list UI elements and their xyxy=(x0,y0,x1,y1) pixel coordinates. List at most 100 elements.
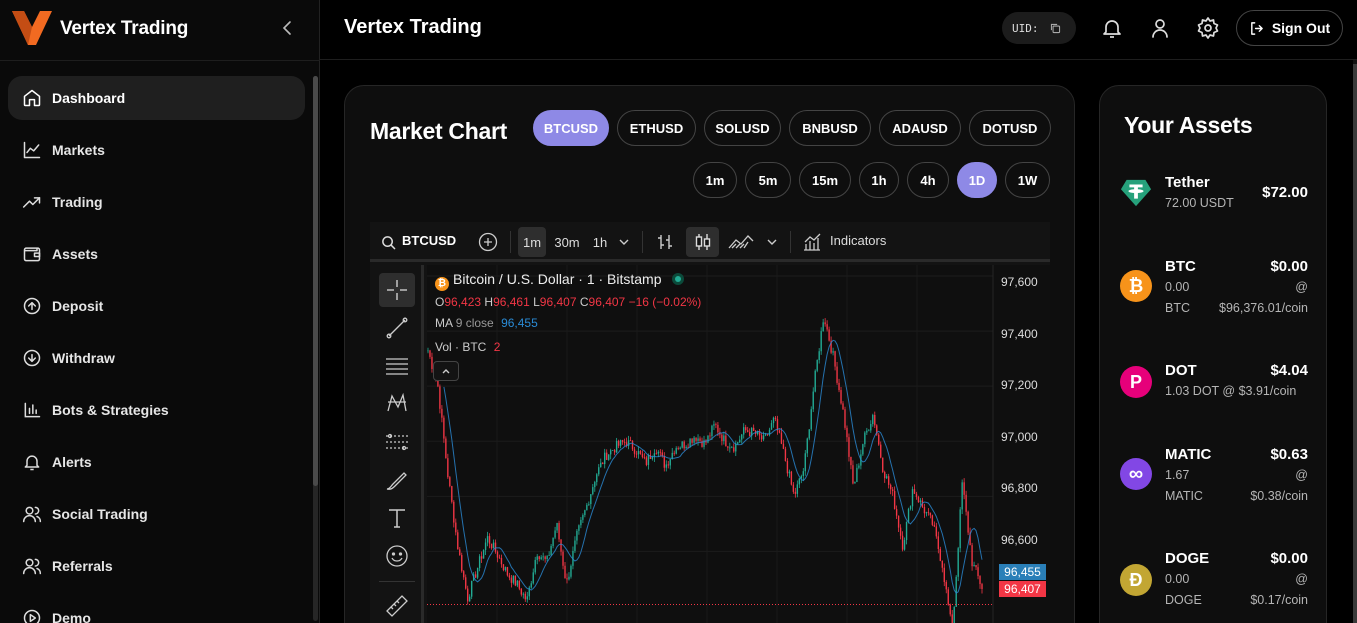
candle-body xyxy=(562,551,564,566)
text-tool[interactable] xyxy=(379,501,415,535)
chart-interval-30m-button[interactable]: 30m xyxy=(554,234,580,250)
candle-body xyxy=(564,565,566,579)
sidebar-item-dashboard[interactable]: Dashboard xyxy=(8,76,305,120)
interval-5m-button[interactable]: 5m xyxy=(745,162,791,198)
indicators-button[interactable]: Indicators xyxy=(830,233,887,248)
candle-body xyxy=(643,457,646,458)
asset-value: $0.63 xyxy=(1270,446,1308,463)
chart-interval-1h-button[interactable]: 1h xyxy=(592,234,608,250)
sidebar-item-bots-strategies[interactable]: Bots & Strategies xyxy=(8,388,305,432)
interval-1m-button[interactable]: 1m xyxy=(693,162,737,198)
candle-body xyxy=(727,446,729,448)
symbol-bnbusd-button[interactable]: BNBUSD xyxy=(789,110,871,146)
uid-badge[interactable]: UID: xyxy=(1002,12,1076,44)
candle-body xyxy=(647,455,650,465)
asset-value: $4.04 xyxy=(1270,362,1308,379)
candle-body xyxy=(661,452,664,457)
candle-body xyxy=(743,427,745,435)
candle-body xyxy=(772,417,775,424)
trend-line-tool[interactable] xyxy=(379,311,415,345)
collapse-sidebar-icon[interactable] xyxy=(278,16,298,40)
candle-body xyxy=(496,551,499,558)
symbol-btcusd-button[interactable]: BTCUSD xyxy=(533,110,609,146)
chevron-down-icon[interactable] xyxy=(618,236,630,248)
bell-icon[interactable] xyxy=(1100,16,1124,40)
candle-body xyxy=(429,350,431,357)
candle-body xyxy=(669,459,671,466)
gear-icon[interactable] xyxy=(1196,16,1220,40)
fib-tool[interactable] xyxy=(379,349,415,383)
interval-1h-button[interactable]: 1h xyxy=(859,162,899,198)
asset-holding: 1.67 xyxy=(1165,468,1190,482)
candles-style-button[interactable] xyxy=(686,227,719,257)
compare-add-icon[interactable] xyxy=(478,232,498,252)
emoji-tool[interactable] xyxy=(379,539,415,573)
ma-label: MA xyxy=(435,316,453,330)
sidebar-item-social-trading[interactable]: Social Trading xyxy=(8,492,305,536)
symbol-ethusd-button[interactable]: ETHUSD xyxy=(617,110,696,146)
high-value: 96,461 xyxy=(493,295,530,309)
brand[interactable]: Vertex Trading xyxy=(12,10,188,48)
candle-body xyxy=(737,442,739,444)
candlestick-chart[interactable] xyxy=(427,265,1050,623)
candle-body xyxy=(929,512,932,516)
area-style-icon[interactable] xyxy=(728,232,754,252)
user-icon[interactable] xyxy=(1148,16,1172,40)
bitcoin-icon: ₿ xyxy=(435,277,449,291)
candle-body xyxy=(893,491,896,510)
pattern-tool[interactable] xyxy=(379,387,415,421)
sidebar-item-demo[interactable]: Demo xyxy=(8,596,305,623)
chart-interval-1m-button[interactable]: 1m xyxy=(518,227,546,257)
candle-body xyxy=(884,472,886,479)
asset-holding: 1.03 DOT @ $3.91/coin xyxy=(1165,384,1297,398)
ma-legend[interactable]: MA 9 close 96,455 xyxy=(435,316,538,330)
sidebar-item-trading[interactable]: Trading xyxy=(8,180,305,224)
candle-body xyxy=(717,424,719,433)
crosshair-tool[interactable] xyxy=(379,273,415,307)
sidebar-item-label: Referrals xyxy=(52,558,113,574)
candle-body xyxy=(933,524,936,527)
volume-legend[interactable]: Vol · BTC 2 xyxy=(435,340,500,354)
measure-tool[interactable] xyxy=(379,589,415,623)
interval-4h-button[interactable]: 4h xyxy=(907,162,949,198)
candle-body xyxy=(675,448,677,454)
candle-body xyxy=(645,457,648,465)
y-axis-tick: 96,600 xyxy=(1001,533,1038,547)
sidebar-item-alerts[interactable]: Alerts xyxy=(8,440,305,484)
sidebar-item-assets[interactable]: Assets xyxy=(8,232,305,276)
candle-body xyxy=(677,448,679,449)
sidebar-scrollbar-thumb[interactable] xyxy=(313,76,318,486)
brush-tool[interactable] xyxy=(379,463,415,497)
collapse-legend-button[interactable] xyxy=(433,361,459,381)
candle-body xyxy=(681,441,683,448)
sidebar-item-markets[interactable]: Markets xyxy=(8,128,305,172)
candle-body xyxy=(925,512,928,514)
interval-15m-button[interactable]: 15m xyxy=(799,162,851,198)
sidebar-item-deposit[interactable]: Deposit xyxy=(8,284,305,328)
indicators-icon[interactable] xyxy=(802,232,822,252)
chart-symbol-search[interactable]: BTCUSD xyxy=(402,233,457,248)
interval-1w-button[interactable]: 1W xyxy=(1005,162,1050,198)
interval-1d-button[interactable]: 1D xyxy=(957,162,997,198)
bars-style-icon[interactable] xyxy=(655,232,675,252)
symbol-solusd-button[interactable]: SOLUSD xyxy=(704,110,781,146)
candle-body xyxy=(776,419,779,431)
candle-body xyxy=(864,432,866,445)
search-icon[interactable] xyxy=(381,235,396,250)
chart-plot-area[interactable]: ₿ Bitcoin / U.S. Dollar · 1 · Bitstamp O9… xyxy=(427,265,1050,623)
symbol-adausd-button[interactable]: ADAUSD xyxy=(879,110,961,146)
symbol-dotusd-button[interactable]: DOTUSD xyxy=(969,110,1051,146)
volume-label: Vol · BTC xyxy=(435,340,487,354)
page-scrollbar-thumb[interactable] xyxy=(1353,64,1357,623)
sign-out-button[interactable]: Sign Out xyxy=(1236,10,1343,46)
sidebar-item-label: Assets xyxy=(52,246,98,262)
sidebar-item-withdraw[interactable]: Withdraw xyxy=(8,336,305,380)
candle-body xyxy=(459,549,461,556)
projection-tool[interactable] xyxy=(379,425,415,459)
candle-body xyxy=(739,439,741,443)
copy-icon[interactable] xyxy=(1049,22,1062,35)
candle-body xyxy=(560,539,562,552)
chevron-down-icon[interactable] xyxy=(766,236,778,248)
candle-body xyxy=(673,452,675,454)
sidebar-item-referrals[interactable]: Referrals xyxy=(8,544,305,588)
